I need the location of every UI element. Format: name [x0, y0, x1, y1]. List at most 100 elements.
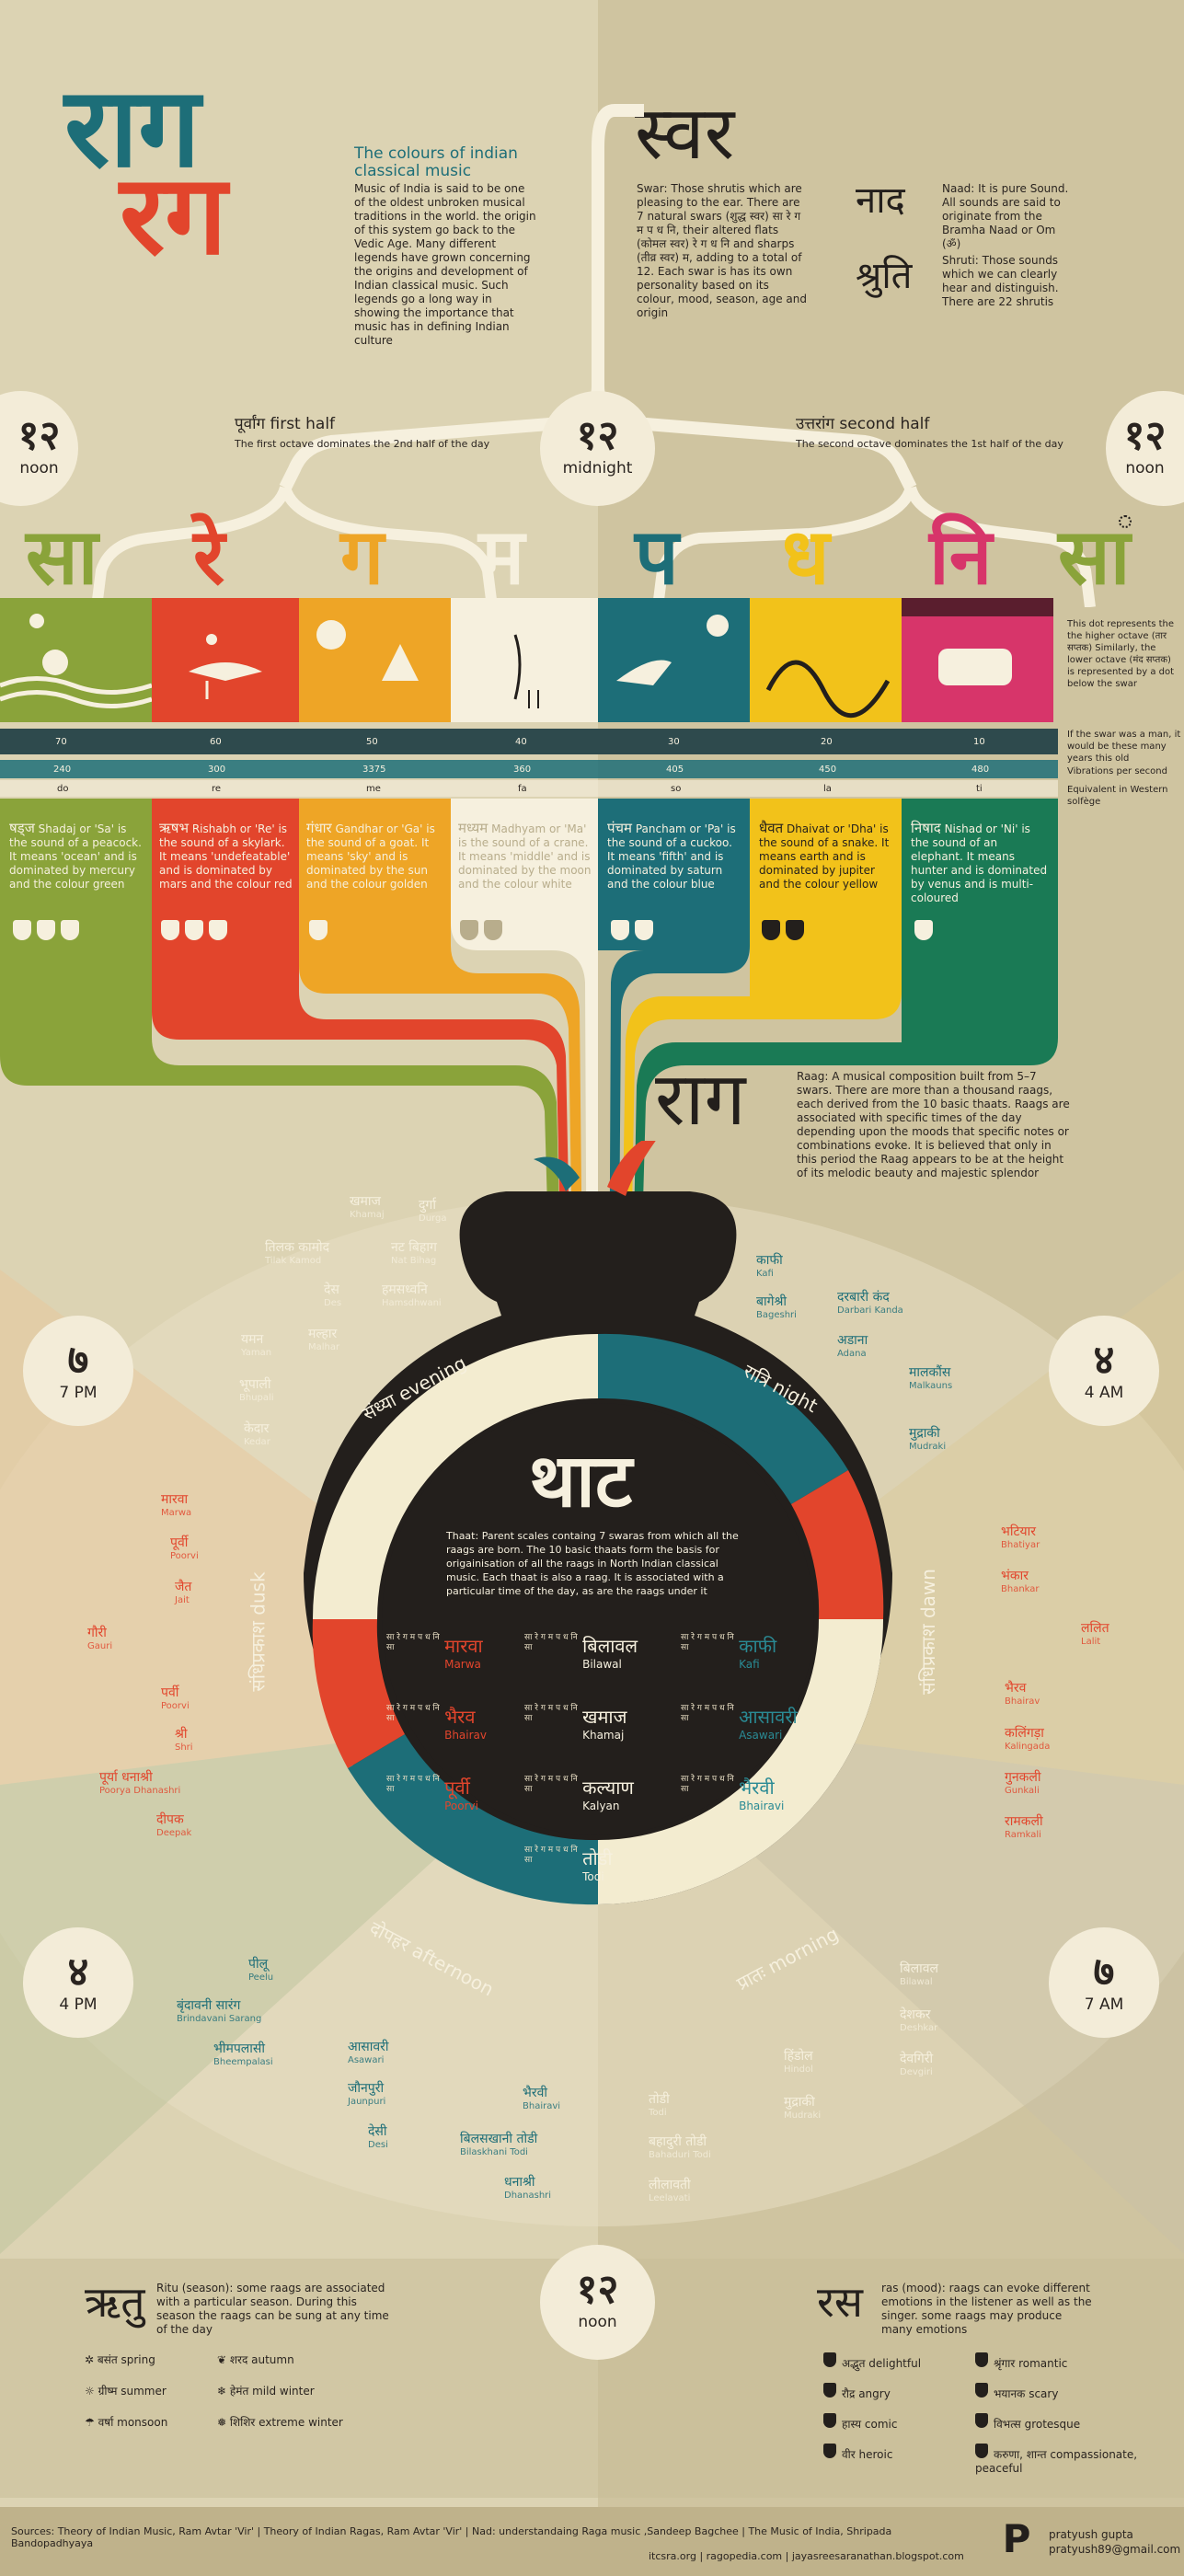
age-dha: 20	[821, 737, 833, 747]
title-subtitle: The colours of indian classical music	[354, 144, 518, 180]
west-sa: do	[57, 784, 69, 794]
age-re: 60	[210, 737, 222, 747]
west-ma: fa	[518, 784, 527, 794]
raag-gunkali: गुनकली Gunkali	[1005, 1770, 1041, 1796]
vib-legend: Vibrations per second	[1067, 766, 1167, 776]
ring-label-dawn: संधिप्रकाश dawn	[916, 1569, 939, 1695]
ritu-autumn: ❦ शरद autumn	[217, 2353, 294, 2366]
thaat-kalyan: सा रे ग म प ध नि सा कल्याण Kalyan	[524, 1775, 681, 1812]
desc-ga-text: Gandhar or 'Ga' is the sound of a goat. …	[306, 822, 435, 891]
masks-ni	[914, 920, 938, 944]
desc-ga-name: गंधार	[306, 820, 332, 836]
thaat-deva: भैरवी	[739, 1777, 775, 1799]
desc-re-text: Rishabh or 'Re' is the sound of a skylar…	[159, 822, 293, 891]
ritu-summer: ☼ ग्रीष्म summer	[85, 2385, 167, 2398]
vib-pa: 405	[666, 765, 684, 775]
thaat-en: Kafi	[739, 1658, 760, 1671]
raag-bhupali: भूपाली Bhupali	[239, 1377, 274, 1403]
ras-delightful: अद्भुत delightful	[823, 2352, 921, 2371]
monsoon-icon: ☂	[85, 2416, 95, 2429]
thaat-deva: काफी	[739, 1635, 777, 1657]
footer-author: pratyush gupta	[1049, 2528, 1133, 2541]
extreme-winter-icon: ❅	[217, 2416, 227, 2429]
ring-label-dusk: संधिप्रकाश dusk	[247, 1571, 270, 1692]
mask-icon	[209, 920, 227, 940]
thaat-en: Marwa	[444, 1658, 481, 1671]
dha-illustration	[750, 598, 902, 722]
west-ni: ti	[976, 784, 983, 794]
west-ga: me	[366, 784, 381, 794]
vib-ni: 480	[971, 765, 990, 775]
ras-heading: रस	[817, 2277, 863, 2327]
autumn-icon: ❦	[217, 2353, 227, 2366]
clock-noon-right: १२ noon	[1106, 391, 1184, 506]
thaat-notation: सा रे ग म प ध नि सा	[524, 1775, 578, 1794]
thaat-todi: सा रे ग म प ध नि सा तोडी Todi	[524, 1846, 681, 1883]
mask-icon	[61, 920, 79, 940]
thaat-kafi: सा रे ग म प ध नि सा काफी Kafi	[681, 1633, 837, 1671]
thaat-marwa: सा रे ग म प ध नि सा मारवा Marwa	[386, 1633, 543, 1671]
raag-desi: देसी Desi	[368, 2124, 388, 2150]
mask-icon	[484, 920, 502, 940]
ma-illustration	[451, 598, 598, 722]
age-ni: 10	[973, 737, 985, 747]
mask-icon	[185, 920, 203, 940]
thaat-bilawal: सा रे ग म प ध नि सा बिलावल Bilawal	[524, 1633, 681, 1671]
raag-malkauns: मालकौंस Malkauns	[909, 1365, 953, 1391]
ras-scary: भयानक scary	[975, 2383, 1058, 2401]
thaat-en: Bhairav	[444, 1729, 488, 1742]
vib-sa: 240	[53, 765, 72, 775]
swar-letter-re: रे	[193, 512, 225, 602]
west-legend: Equivalent in Western solfège	[1067, 785, 1168, 807]
raag-deepak: दीपक Deepak	[156, 1812, 192, 1838]
swar-letter-dha: ध	[782, 512, 830, 602]
ras-grotesque: विभत्स grotesque	[975, 2413, 1080, 2432]
ras-romantic: श्रृंगार romantic	[975, 2352, 1067, 2371]
raag-poorya-dhanashri: पूर्या धनाश्री Poorya Dhanashri	[99, 1770, 181, 1796]
thaat-notation: सा रे ग म प ध नि सा	[386, 1704, 440, 1723]
raag-yaman: यमन Yaman	[241, 1332, 272, 1358]
raag-gauri: गौरी Gauri	[87, 1626, 113, 1651]
desc-ni-name: निषाद	[911, 820, 941, 836]
raag-devgiri: देवगिरी Devgiri	[900, 2052, 934, 2077]
thaat-notation: सा रे ग म प ध नि सा	[524, 1846, 578, 1865]
thaat-deva: मारवा	[444, 1635, 483, 1657]
mask-icon	[309, 920, 328, 940]
raag-deshkar: देशकर Deshkar	[900, 2007, 938, 2033]
masks-ma	[460, 920, 508, 944]
second-half-en: second half	[839, 415, 930, 433]
raag-bhairav-dawn: भैरव Bhairav	[1005, 1681, 1040, 1707]
shruti-heading: श्रुति	[856, 255, 913, 297]
thaat-notation: सा रे ग म प ध नि सा	[681, 1704, 734, 1723]
desc-re: ऋषभ Rishabh or 'Re' is the sound of a sk…	[159, 822, 293, 891]
raag-bhankar: भंकार Bhankar	[1001, 1569, 1040, 1594]
raag-mudraki-morning: मुद्राकी Mudraki	[784, 2095, 822, 2121]
thaat-deva: तोडी	[582, 1847, 613, 1869]
thaat-bhairav: सा रे ग म प ध नि सा भैरव Bhairav	[386, 1704, 543, 1742]
raag-mudraki-night: मुद्राकी Mudraki	[909, 1426, 947, 1452]
summer-icon: ☼	[85, 2385, 95, 2398]
raag-malhar: मल्हार Malhar	[308, 1327, 340, 1352]
masks-re	[161, 920, 233, 944]
masks-ga	[309, 920, 333, 944]
desc-ma-name: मध्यम	[458, 820, 489, 836]
desc-pa-text: Pancham or 'Pa' is the sound of a cuckoo…	[607, 822, 736, 891]
west-row-bg	[0, 780, 1058, 797]
mask-icon	[914, 920, 933, 940]
thaat-en: Todi	[582, 1870, 604, 1883]
title-raag-red: रग	[120, 152, 227, 280]
raag-hindol: हिंडोल Hindol	[784, 2049, 813, 2075]
author-logo: P	[1002, 2516, 1031, 2561]
swar-letter-ga: ग	[340, 512, 385, 602]
ritu-spring: ✲ बसंत spring	[85, 2353, 155, 2366]
thaat-en: Khamaj	[582, 1729, 625, 1742]
age-pa: 30	[668, 737, 680, 747]
swar-heading: स्वर	[635, 90, 735, 176]
spring-icon: ✲	[85, 2353, 95, 2366]
raag-brindavani: बृंदावनी सारंग Brindavani Sarang	[177, 1998, 262, 2024]
raag-marwa: मारवा Marwa	[161, 1492, 192, 1518]
raag-heading: राग	[655, 1056, 746, 1142]
desc-dha: धैवत Dhaivat or 'Dha' is the sound of a …	[759, 822, 892, 891]
